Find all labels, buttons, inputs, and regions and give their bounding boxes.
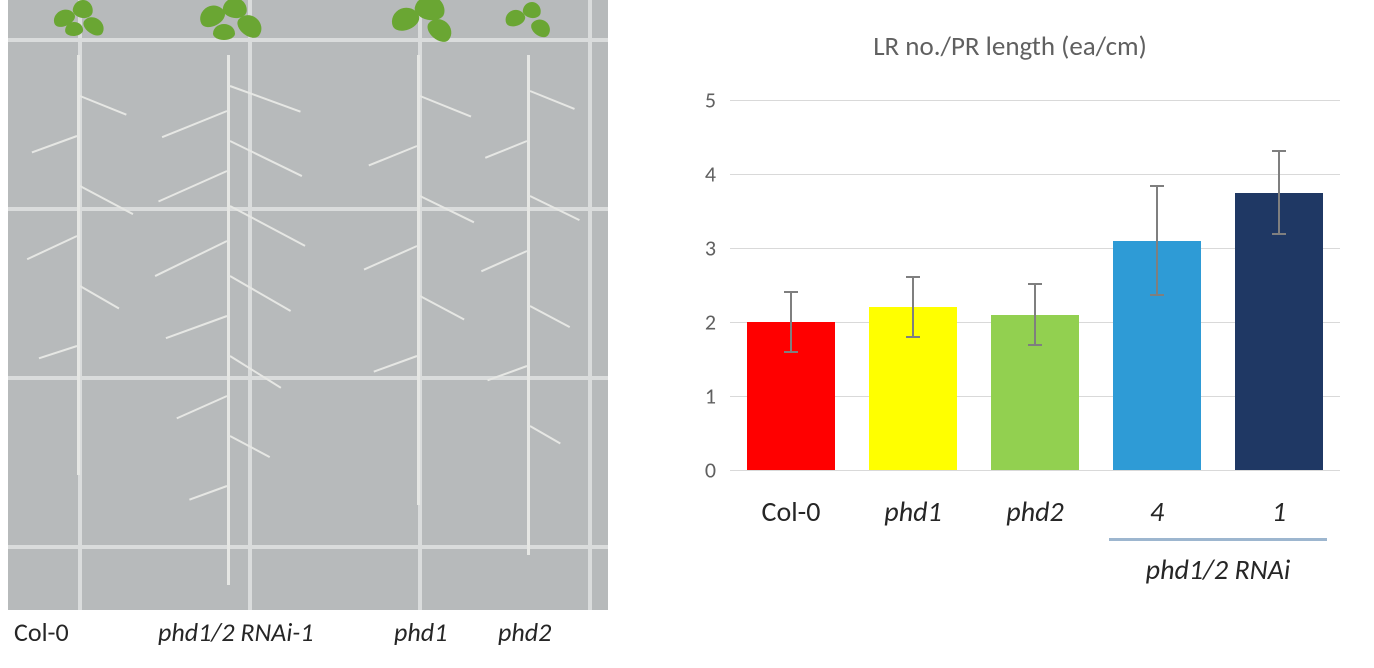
error-bar	[1034, 283, 1036, 347]
error-bar	[1156, 185, 1158, 296]
photo-label-col0: Col-0	[14, 616, 69, 648]
group-underline	[1109, 538, 1327, 541]
chart-gridline	[730, 100, 1340, 101]
leaves-icon	[193, 0, 263, 55]
x-axis-label: 1	[1272, 494, 1286, 529]
photo-x-labels: Col-0 phd1/2 RNAi-1 phd1 phd2	[8, 616, 608, 656]
root-system	[77, 55, 80, 475]
y-tick-label: 5	[705, 87, 730, 114]
plant-col0	[18, 0, 138, 475]
chart-gridline	[730, 174, 1340, 175]
y-tick-label: 1	[705, 383, 730, 410]
plot-area: 012345	[730, 100, 1340, 470]
chart-title: LR no./PR length (ea/cm)	[660, 30, 1360, 63]
root-system	[417, 55, 420, 505]
y-tick-label: 3	[705, 235, 730, 262]
x-axis-label: phd1	[884, 494, 941, 529]
leaves-icon	[43, 0, 113, 55]
photo-label-phd2: phd2	[498, 616, 551, 648]
y-tick-label: 0	[705, 457, 730, 484]
photo-label-phd1: phd1	[394, 616, 447, 648]
error-bar	[790, 291, 792, 353]
plant-photo-panel	[8, 0, 608, 610]
photo-grid-v	[588, 0, 592, 610]
root-system	[227, 55, 230, 585]
leaves-icon	[493, 0, 563, 55]
x-axis-label: Col-0	[762, 494, 821, 529]
error-bar	[1278, 150, 1280, 236]
photo-label-rnai1: phd1/2 RNAi-1	[158, 616, 313, 648]
plant-rnai1	[168, 0, 288, 585]
y-tick-label: 4	[705, 161, 730, 188]
x-axis-label: phd2	[1006, 494, 1063, 529]
chart-gridline	[730, 470, 1340, 471]
leaves-icon	[383, 0, 453, 55]
group-label: phd1/2 RNAi	[1146, 552, 1291, 587]
bar-chart-panel: LR no./PR length (ea/cm) 012345 Col-0phd…	[660, 0, 1360, 660]
plant-phd1	[358, 0, 478, 505]
y-tick-label: 2	[705, 309, 730, 336]
x-axis-labels: Col-0 phd1 phd2 4 1 phd1/2 RNAi	[730, 480, 1340, 630]
plant-phd2	[468, 0, 588, 555]
page-root: Col-0 phd1/2 RNAi-1 phd1 phd2 LR no./PR …	[0, 0, 1374, 668]
error-bar	[912, 276, 914, 338]
root-system	[527, 55, 530, 555]
x-axis-label: 4	[1150, 494, 1164, 529]
